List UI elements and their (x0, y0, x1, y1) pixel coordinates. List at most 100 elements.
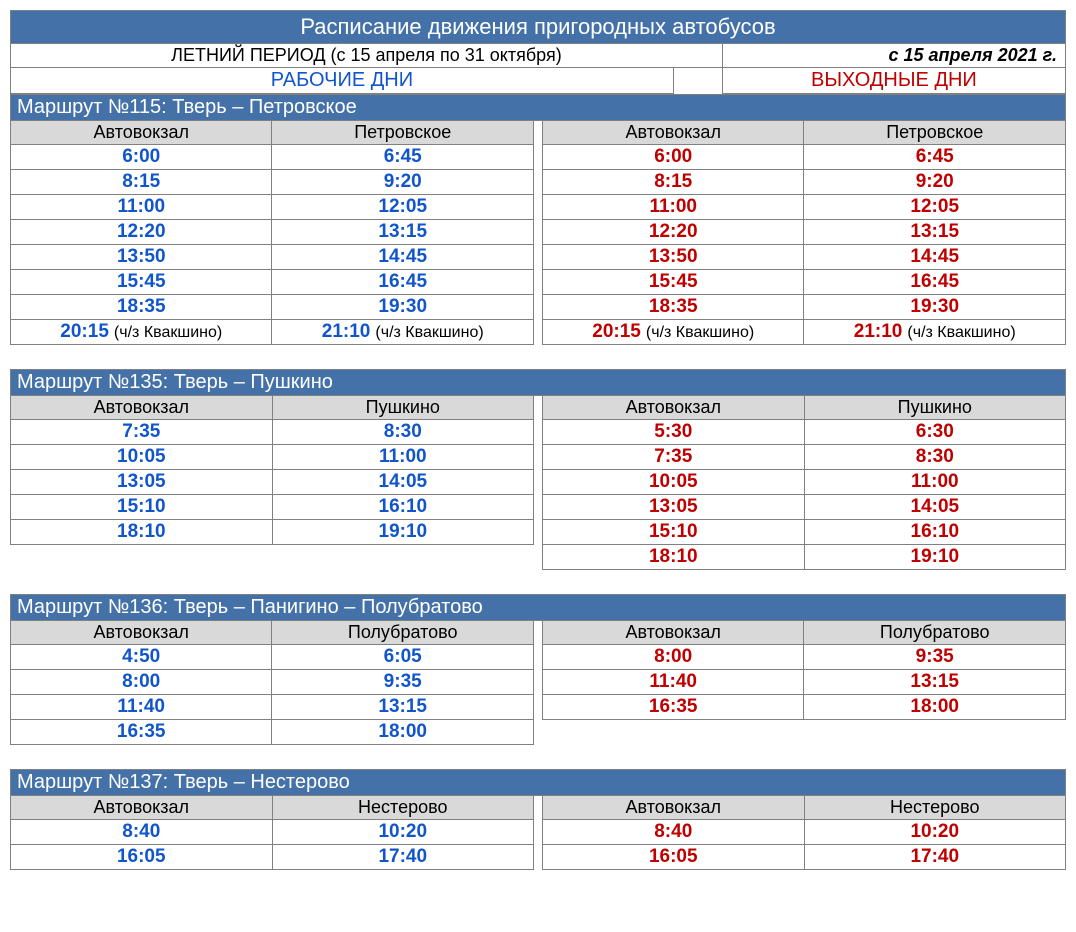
time-cell: 8:30 (272, 420, 533, 445)
time-cell: 11:40 (542, 670, 803, 695)
column-gap (533, 545, 542, 570)
routes-container: Маршрут №115: Тверь – ПетровскоеАвтовокз… (10, 94, 1066, 894)
spacer (11, 345, 1066, 370)
time-cell: 13:15 (804, 220, 1066, 245)
time-cell: 16:10 (804, 520, 1065, 545)
column-gap (533, 495, 542, 520)
time-cell: 16:45 (804, 270, 1066, 295)
time-cell: 11:00 (272, 445, 533, 470)
route-name: Маршрут №137: Тверь – Нестерово (11, 770, 1066, 796)
time-cell: 12:20 (11, 220, 272, 245)
time-cell: 16:10 (272, 495, 533, 520)
time-cell: 15:10 (11, 495, 273, 520)
time-cell: 19:30 (272, 295, 534, 320)
time-cell: 12:05 (804, 195, 1066, 220)
time-cell: 19:10 (804, 545, 1065, 570)
column-header: Петровское (804, 121, 1066, 145)
period-label: ЛЕТНИЙ ПЕРИОД (с 15 апреля по 31 октября… (11, 44, 723, 68)
column-gap (533, 796, 542, 820)
spacer (11, 870, 1066, 895)
schedule-table: Расписание движения пригородных автобусо… (10, 10, 1066, 94)
time-cell: 20:15 (ч/з Квакшино) (11, 320, 272, 345)
time-cell: 13:15 (272, 220, 534, 245)
workdays-header: РАБОЧИЕ ДНИ (11, 68, 674, 94)
column-gap (533, 820, 542, 845)
column-header: Петровское (272, 121, 534, 145)
time-cell: 13:05 (11, 470, 273, 495)
time-cell: 16:05 (11, 845, 273, 870)
time-cell: 6:00 (542, 145, 803, 170)
column-gap (533, 695, 542, 720)
column-gap (533, 845, 542, 870)
time-cell: 13:50 (542, 245, 803, 270)
route-table: Маршрут №115: Тверь – ПетровскоеАвтовокз… (10, 94, 1066, 369)
column-header: Полубратово (804, 621, 1066, 645)
route-table: Маршрут №135: Тверь – ПушкиноАвтовокзалП… (10, 369, 1066, 594)
column-gap (533, 270, 542, 295)
time-cell: 18:10 (542, 545, 804, 570)
column-header: Автовокзал (11, 396, 273, 420)
page-title: Расписание движения пригородных автобусо… (11, 11, 1066, 44)
column-header: Автовокзал (11, 121, 272, 145)
time-cell: 8:40 (11, 820, 273, 845)
time-cell: 15:45 (11, 270, 272, 295)
time-cell: 11:40 (11, 695, 272, 720)
column-gap (533, 420, 542, 445)
column-header: Автовокзал (542, 121, 803, 145)
time-cell: 6:45 (272, 145, 534, 170)
time-cell: 11:00 (11, 195, 272, 220)
time-cell: 13:50 (11, 245, 272, 270)
time-cell: 19:30 (804, 295, 1066, 320)
time-cell: 16:05 (542, 845, 804, 870)
column-header: Автовокзал (542, 396, 804, 420)
time-cell: 16:45 (272, 270, 534, 295)
time-cell: 14:45 (804, 245, 1066, 270)
empty-cell (11, 545, 273, 570)
empty-cell (542, 720, 803, 745)
time-cell: 5:30 (542, 420, 804, 445)
column-gap (533, 170, 542, 195)
time-cell: 14:45 (272, 245, 534, 270)
column-header: Автовокзал (542, 621, 803, 645)
column-header: Автовокзал (11, 796, 273, 820)
time-cell: 12:20 (542, 220, 803, 245)
route-name: Маршрут №135: Тверь – Пушкино (11, 370, 1066, 396)
column-gap (533, 470, 542, 495)
time-cell: 10:05 (542, 470, 804, 495)
column-gap (533, 396, 542, 420)
column-header: Полубратово (272, 621, 534, 645)
time-cell: 18:00 (272, 720, 534, 745)
column-header: Нестерово (804, 796, 1065, 820)
time-cell: 18:35 (542, 295, 803, 320)
time-cell: 21:10 (ч/з Квакшино) (272, 320, 534, 345)
route-name: Маршрут №136: Тверь – Панигино – Полубра… (11, 595, 1066, 621)
time-cell: 17:40 (272, 845, 533, 870)
column-gap (673, 68, 722, 94)
column-gap (533, 195, 542, 220)
column-gap (533, 320, 542, 345)
column-header: Автовокзал (542, 796, 804, 820)
route-table: Маршрут №136: Тверь – Панигино – Полубра… (10, 594, 1066, 769)
time-cell: 6:05 (272, 645, 534, 670)
column-gap (533, 670, 542, 695)
time-cell: 10:05 (11, 445, 273, 470)
time-cell: 15:10 (542, 520, 804, 545)
time-cell: 8:40 (542, 820, 804, 845)
time-cell: 9:35 (272, 670, 534, 695)
time-cell: 9:20 (272, 170, 534, 195)
time-cell: 12:05 (272, 195, 534, 220)
time-cell: 14:05 (804, 495, 1065, 520)
column-gap (533, 295, 542, 320)
time-cell: 8:15 (542, 170, 803, 195)
time-cell: 20:15 (ч/з Квакшино) (542, 320, 803, 345)
time-cell: 11:00 (542, 195, 803, 220)
time-cell: 9:35 (804, 645, 1066, 670)
column-header: Пушкино (272, 396, 533, 420)
spacer (11, 570, 1066, 595)
time-cell: 8:00 (542, 645, 803, 670)
time-cell: 18:00 (804, 695, 1066, 720)
time-cell: 13:15 (804, 670, 1066, 695)
time-cell: 21:10 (ч/з Квакшино) (804, 320, 1066, 345)
time-cell: 18:10 (11, 520, 273, 545)
spacer (11, 745, 1066, 770)
